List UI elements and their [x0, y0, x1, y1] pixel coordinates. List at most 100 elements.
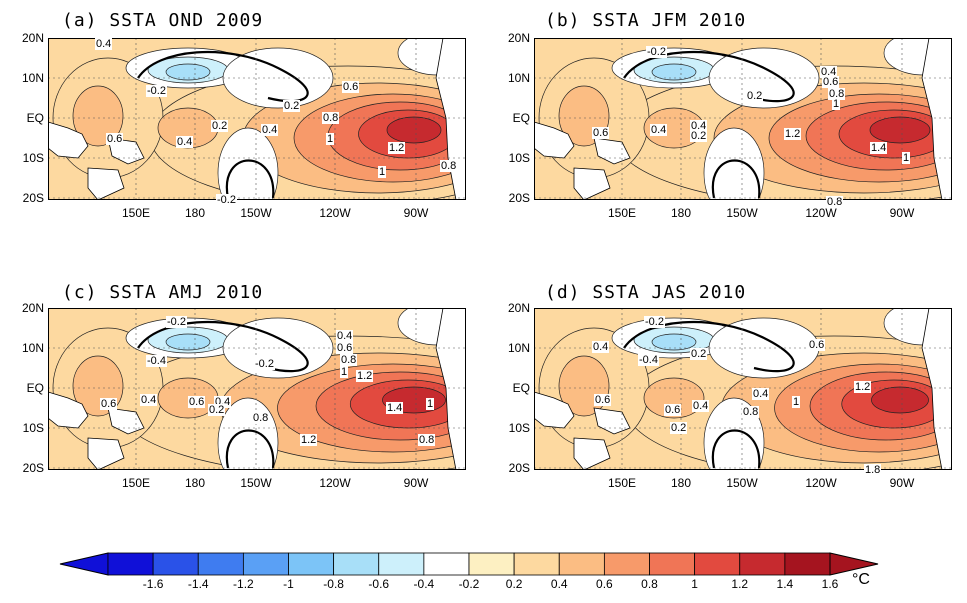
zero-contour [137, 320, 309, 469]
colorbar-tick-label: 0.2 [505, 577, 523, 591]
lon-tick-label: 90W [889, 206, 915, 220]
contour-band [869, 116, 931, 144]
contour-label: 1.4 [870, 142, 888, 154]
contour-label: 0.8 [322, 112, 340, 124]
contour-label: 0.4 [592, 341, 610, 353]
colorbar-segment [513, 552, 560, 576]
contour-label: 0.6 [106, 133, 124, 145]
lat-tick-label: 10N [21, 341, 44, 355]
land-mass [534, 121, 575, 159]
colorbar-tick-label: 1 [691, 577, 698, 591]
ssta-map [534, 308, 952, 470]
contour-label: 1 [378, 166, 387, 178]
contour-label: 0.4 [336, 330, 354, 342]
contour-label: 0.4 [820, 66, 838, 78]
contour-band [217, 127, 279, 200]
colorbar-tick-label: 1.2 [731, 577, 749, 591]
colorbar-tick-label: -1.6 [142, 577, 164, 591]
colorbar-unit: °C [852, 571, 870, 588]
contour-label: 0.4 [176, 136, 194, 148]
lat-tick-label: 20S [22, 191, 44, 205]
colorbar-segment [333, 552, 380, 576]
contour-label: 0.4 [140, 394, 158, 406]
lon-tick-label: 120W [319, 476, 351, 490]
ssta-map [534, 38, 952, 200]
contour-label: 0.6 [808, 339, 826, 351]
colorbar-segment [694, 552, 741, 576]
lon-tick-label: 90W [403, 206, 429, 220]
zero-contour [623, 50, 795, 199]
zero-contour [623, 320, 795, 469]
contour-label: -0.2 [146, 85, 167, 97]
contour-label: 0.8 [828, 88, 846, 100]
colorbar-segment [649, 552, 696, 576]
land-mass [534, 391, 575, 429]
contour-label: -0.4 [638, 354, 659, 366]
land-mass [435, 308, 466, 470]
lat-tick-label: EQ [26, 381, 44, 395]
lon-tick-label: 90W [403, 476, 429, 490]
contour-band [165, 63, 211, 81]
colorbar-tick-label: -1.4 [187, 577, 209, 591]
contour-label: 0.8 [340, 354, 358, 366]
colorbar-tick-label: -0.8 [323, 577, 344, 591]
land-mass [435, 38, 466, 200]
land-mass [87, 167, 125, 200]
contour-label: 0.4 [261, 124, 279, 136]
colorbar-segment [107, 552, 154, 576]
contour-label: -0.2 [166, 316, 187, 328]
contour-label: -0.2 [254, 358, 275, 370]
colorbar-tick-label: 0.6 [596, 577, 613, 591]
lon-tick-label: 150E [121, 206, 151, 220]
colorbar-segment [423, 552, 470, 576]
contour-label: -0.4 [146, 355, 167, 367]
colorbar-tick-label: -1.2 [233, 577, 254, 591]
lon-tick-label: 150E [607, 476, 637, 490]
colorbar-tick-label: 0.8 [641, 577, 658, 591]
contour-label: 0.4 [752, 388, 770, 400]
colorbar-arrow-low [59, 552, 109, 576]
contour-label: 0.2 [690, 348, 708, 360]
lon-tick-label: 150E [121, 476, 151, 490]
land-mass [593, 137, 631, 165]
contour-label: 0.2 [208, 404, 226, 416]
lon-tick-label: 120W [319, 206, 351, 220]
colorbar-segment [558, 552, 605, 576]
lat-tick-label: 10S [22, 421, 44, 435]
contour-label: 0.4 [650, 124, 668, 136]
contour-label: 0.2 [746, 90, 764, 102]
lat-tick-label: 10S [508, 421, 530, 435]
contour-label: -0.2 [216, 194, 237, 206]
contour-label: 0.8 [826, 196, 844, 208]
contour-label: 0.6 [822, 76, 840, 88]
lat-tick-label: 10S [22, 151, 44, 165]
contour-label: 1.2 [784, 128, 802, 140]
lon-tick-label: 90W [889, 476, 915, 490]
lat-tick-label: 10N [21, 71, 44, 85]
land-mass [87, 437, 125, 470]
contour-label: 1.2 [356, 370, 374, 382]
lat-tick-label: 20S [22, 461, 44, 475]
panel-title: (d) SSTA JAS 2010 [545, 282, 747, 303]
ssta-map [48, 308, 466, 470]
contour-label: 1.8 [864, 464, 882, 476]
colorbar-tick-label: 1.6 [821, 577, 839, 591]
land-mass [48, 391, 89, 429]
map-frame [48, 308, 466, 470]
lat-tick-label: 20S [508, 461, 530, 475]
contour-band [165, 333, 211, 351]
lat-tick-label: 10S [508, 151, 530, 165]
colorbar-tick-label: -0.2 [458, 577, 480, 591]
contour-band [386, 116, 442, 144]
contour-band [703, 127, 765, 200]
colorbar-segment [197, 552, 244, 576]
contour-band [871, 386, 929, 414]
contour-label: 1 [340, 366, 349, 378]
contour-label: 0.2 [670, 422, 688, 434]
lat-tick-label: 20S [508, 191, 530, 205]
colorbar-segment [378, 552, 425, 576]
contour-label: 0.4 [95, 38, 113, 50]
contour-label: 0.6 [336, 342, 354, 354]
lat-tick-label: EQ [512, 381, 530, 395]
colorbar-tick-label: 0.4 [550, 577, 568, 591]
